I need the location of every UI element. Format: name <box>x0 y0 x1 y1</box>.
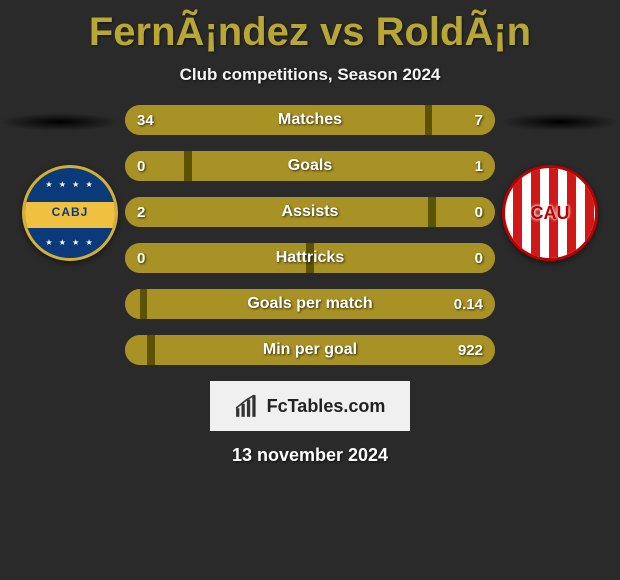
stat-row: Matches34 7 <box>125 105 495 135</box>
stats-bars: Matches347Goals01Assists20Hattricks00Goa… <box>125 105 495 365</box>
stat-value-right: 0.14 <box>454 289 483 319</box>
stat-label: Goals per match <box>125 289 495 319</box>
stat-label: Assists <box>125 197 495 227</box>
stat-value-left: 0 <box>137 151 145 181</box>
stat-value-right: 0 <box>475 197 483 227</box>
stat-row: Goals per match0.14 <box>125 289 495 319</box>
date-text: 13 november 2024 <box>0 445 620 466</box>
team-right-abbrev: CAU <box>505 168 595 258</box>
stat-value-right: 922 <box>458 335 483 365</box>
stat-value-left: 0 <box>137 243 145 273</box>
stat-value-left: 2 <box>137 197 145 227</box>
stat-label: Matches <box>125 105 495 135</box>
comparison-panel: ★ ★ ★ ★ CABJ ★ ★ ★ ★ CAU Matches34 7 Goals… <box>0 105 620 365</box>
player-shadow-right <box>500 113 620 131</box>
stat-label: Min per goal <box>125 335 495 365</box>
brand-text: FcTables.com <box>267 396 386 417</box>
brand-icon <box>235 393 261 419</box>
stat-label: Goals <box>125 151 495 181</box>
stat-label: Hattricks <box>125 243 495 273</box>
stat-value-right: 0 <box>475 243 483 273</box>
team-badge-right: CAU <box>502 165 598 261</box>
stat-row: Min per goal922 <box>125 335 495 365</box>
stat-value-right: 1 <box>475 151 483 181</box>
stat-row: Hattricks0 0 <box>125 243 495 273</box>
player-shadow-left <box>0 113 120 131</box>
brand-box: FcTables.com <box>210 381 410 431</box>
subtitle: Club competitions, Season 2024 <box>0 65 620 85</box>
stat-value-right: 7 <box>475 105 483 135</box>
team-left-abbrev: CABJ <box>25 205 115 219</box>
team-badge-left: ★ ★ ★ ★ CABJ ★ ★ ★ ★ <box>22 165 118 261</box>
page-title: FernÃ¡ndez vs RoldÃ¡n <box>0 0 620 55</box>
stat-value-left: 34 <box>137 105 154 135</box>
stat-row: Goals0 1 <box>125 151 495 181</box>
stat-row: Assists2 0 <box>125 197 495 227</box>
